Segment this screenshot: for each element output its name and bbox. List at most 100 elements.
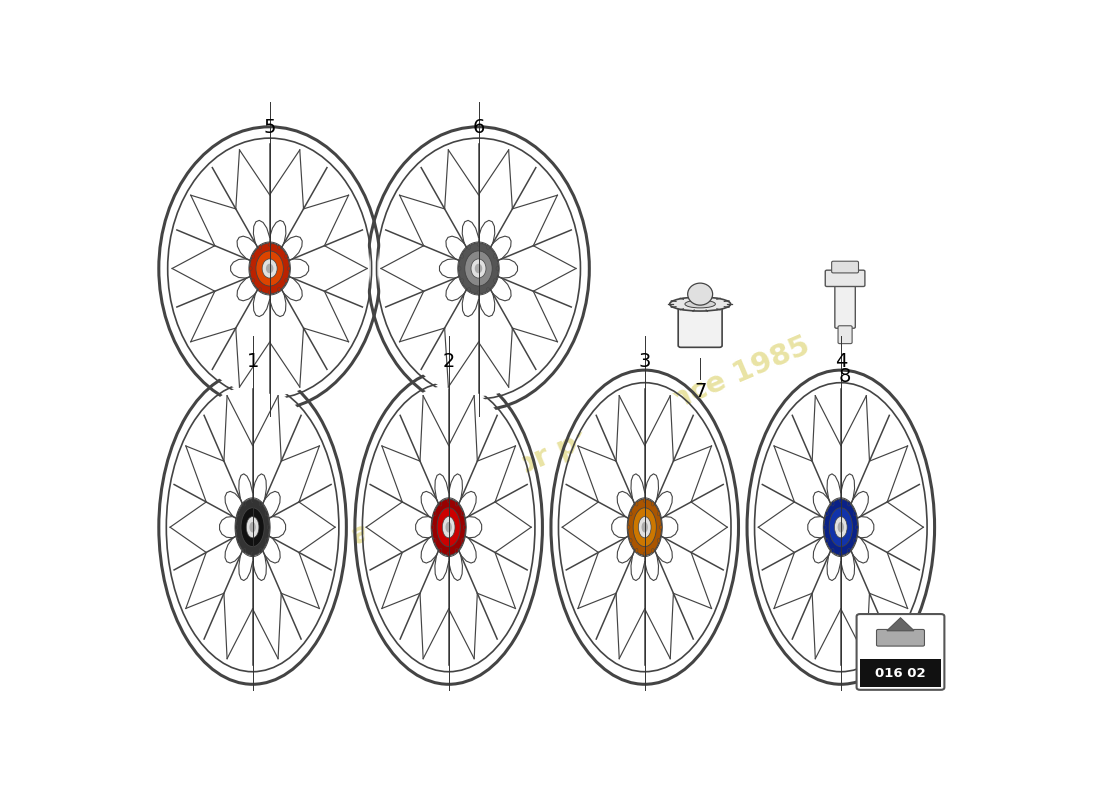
Ellipse shape — [634, 508, 657, 546]
Text: a passion for parts since 1985: a passion for parts since 1985 — [348, 331, 814, 550]
Ellipse shape — [627, 525, 630, 530]
Text: 2: 2 — [442, 352, 455, 370]
Ellipse shape — [252, 254, 255, 258]
Ellipse shape — [688, 283, 713, 305]
Ellipse shape — [628, 499, 661, 555]
Ellipse shape — [433, 538, 436, 542]
Ellipse shape — [250, 243, 289, 294]
Ellipse shape — [832, 502, 834, 506]
Ellipse shape — [277, 287, 280, 291]
Ellipse shape — [837, 522, 844, 533]
Ellipse shape — [832, 548, 834, 553]
Ellipse shape — [660, 525, 662, 530]
Ellipse shape — [839, 498, 843, 502]
Ellipse shape — [448, 498, 450, 502]
Ellipse shape — [169, 141, 370, 396]
Ellipse shape — [826, 512, 828, 516]
Ellipse shape — [168, 386, 337, 669]
Ellipse shape — [854, 512, 856, 516]
Text: 4: 4 — [835, 352, 847, 370]
Ellipse shape — [461, 538, 464, 542]
Ellipse shape — [378, 141, 579, 396]
FancyBboxPatch shape — [679, 303, 722, 347]
Ellipse shape — [494, 254, 496, 258]
FancyBboxPatch shape — [825, 270, 865, 286]
Ellipse shape — [455, 548, 458, 553]
Ellipse shape — [243, 548, 245, 553]
Ellipse shape — [241, 508, 264, 546]
Ellipse shape — [235, 525, 238, 530]
Ellipse shape — [629, 512, 632, 516]
Text: 8: 8 — [839, 367, 851, 386]
Ellipse shape — [246, 517, 258, 538]
Ellipse shape — [260, 548, 262, 553]
Ellipse shape — [848, 548, 850, 553]
Ellipse shape — [757, 386, 925, 669]
Ellipse shape — [268, 290, 271, 294]
Ellipse shape — [431, 525, 433, 530]
FancyBboxPatch shape — [835, 282, 856, 328]
Ellipse shape — [629, 538, 632, 542]
Ellipse shape — [477, 242, 480, 246]
Ellipse shape — [636, 502, 638, 506]
Text: 5: 5 — [263, 118, 276, 137]
Ellipse shape — [685, 300, 715, 308]
Ellipse shape — [486, 246, 490, 250]
Ellipse shape — [658, 512, 660, 516]
Text: 3: 3 — [638, 352, 651, 370]
Ellipse shape — [260, 502, 262, 506]
Ellipse shape — [267, 525, 270, 530]
Ellipse shape — [459, 243, 498, 294]
Ellipse shape — [848, 502, 850, 506]
Ellipse shape — [494, 278, 496, 282]
Ellipse shape — [477, 290, 480, 294]
Ellipse shape — [251, 498, 254, 502]
Ellipse shape — [641, 522, 648, 533]
Ellipse shape — [285, 278, 287, 282]
Text: 6: 6 — [472, 118, 485, 137]
Ellipse shape — [268, 242, 271, 246]
Ellipse shape — [238, 512, 240, 516]
Ellipse shape — [636, 548, 638, 553]
Text: 1: 1 — [246, 352, 258, 370]
Ellipse shape — [458, 266, 461, 270]
Ellipse shape — [437, 508, 460, 546]
Ellipse shape — [471, 259, 486, 278]
Ellipse shape — [658, 538, 660, 542]
Ellipse shape — [461, 278, 463, 282]
Ellipse shape — [824, 525, 826, 530]
Ellipse shape — [496, 266, 499, 270]
Ellipse shape — [252, 278, 255, 282]
Ellipse shape — [265, 512, 267, 516]
Ellipse shape — [442, 517, 455, 538]
Ellipse shape — [448, 552, 450, 556]
Ellipse shape — [468, 246, 471, 250]
Ellipse shape — [243, 502, 245, 506]
Ellipse shape — [432, 499, 465, 555]
Ellipse shape — [829, 508, 852, 546]
Ellipse shape — [455, 502, 458, 506]
FancyBboxPatch shape — [877, 630, 924, 646]
Ellipse shape — [854, 538, 856, 542]
Ellipse shape — [839, 552, 843, 556]
Ellipse shape — [277, 246, 280, 250]
Ellipse shape — [238, 538, 240, 542]
Ellipse shape — [262, 259, 277, 278]
Ellipse shape — [670, 297, 730, 311]
Ellipse shape — [826, 538, 828, 542]
Ellipse shape — [439, 502, 442, 506]
Ellipse shape — [250, 522, 256, 533]
FancyBboxPatch shape — [838, 326, 853, 344]
Text: 016 02: 016 02 — [876, 666, 926, 680]
Ellipse shape — [486, 287, 490, 291]
Ellipse shape — [463, 525, 466, 530]
Ellipse shape — [461, 254, 463, 258]
Ellipse shape — [856, 525, 858, 530]
Ellipse shape — [468, 287, 471, 291]
Ellipse shape — [824, 499, 858, 555]
FancyBboxPatch shape — [857, 614, 945, 690]
Ellipse shape — [835, 517, 847, 538]
Bar — [860, 659, 940, 687]
Ellipse shape — [265, 538, 267, 542]
Ellipse shape — [251, 552, 254, 556]
